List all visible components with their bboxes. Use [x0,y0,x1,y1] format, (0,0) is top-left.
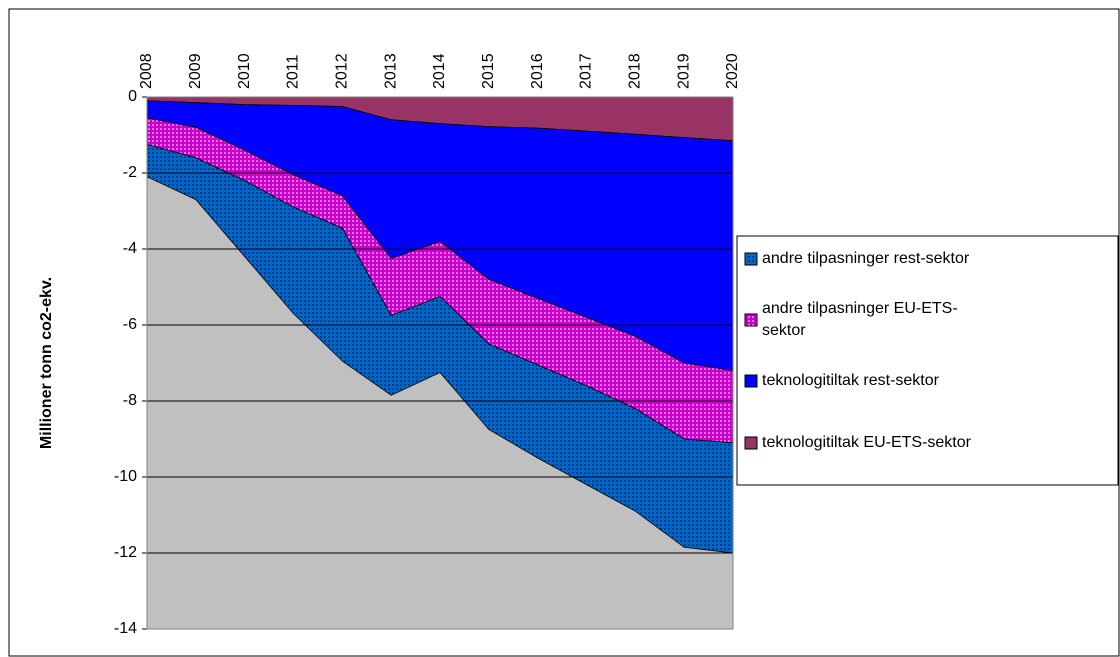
legend-label: teknologitiltak rest-sektor [762,372,940,389]
legend-label-line: andre tilpasninger EU-ETS- [762,300,958,317]
legend-label: andre tilpasninger EU-ETS-sektor [762,300,958,339]
legend-swatch [744,374,758,388]
chart-frame [8,8,1120,657]
x-tick-label: 2014 [431,53,448,89]
x-tick-label: 2010 [236,53,253,89]
x-tick-label: 2012 [334,53,351,89]
x-tick-label: 2018 [627,53,644,89]
x-tick-label: 2020 [724,53,741,89]
y-tick-label: -2 [123,164,137,181]
y-tick-label: -4 [123,240,137,257]
legend-box [736,235,1119,486]
plot-border [146,96,734,630]
legend-swatch [744,313,758,327]
x-tick-label: 2011 [285,54,302,89]
y-tick-label: -14 [114,620,137,637]
legend-label: teknologitiltak EU-ETS-sektor [762,434,972,451]
x-tick-label: 2015 [480,53,497,89]
legend-label-line: sektor [762,322,806,339]
x-tick-label: 2008 [138,53,155,89]
y-tick-label: 0 [128,88,137,105]
y-tick-label: -6 [123,316,137,333]
x-tick-label: 2009 [187,53,204,89]
legend-swatch [744,436,758,450]
legend-label: andre tilpasninger rest-sektor [762,250,970,267]
y-tick-label: -10 [114,468,137,485]
y-axis-label: Millioner tonn co2-ekv. [38,277,55,449]
x-tick-label: 2016 [529,53,546,89]
y-tick-label: -12 [114,544,137,561]
x-tick-label: 2017 [578,53,595,89]
y-tick-label: -8 [123,392,137,409]
x-tick-label: 2013 [382,53,399,89]
legend-swatch [744,252,758,266]
x-tick-label: 2019 [675,53,692,89]
